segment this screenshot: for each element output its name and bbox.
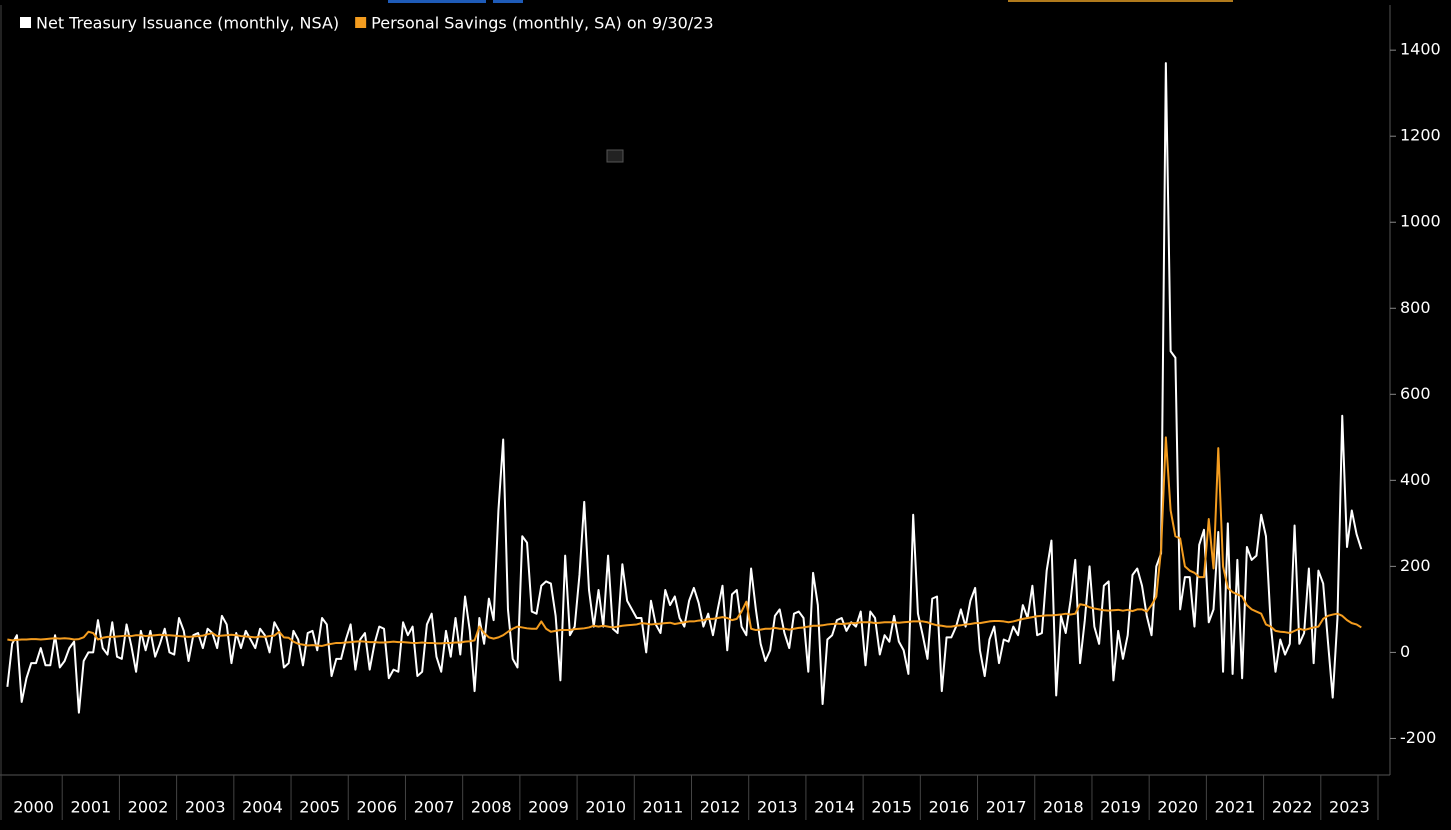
x-tick-label: 2010 (585, 798, 626, 817)
y-tick-label: 800 (1400, 298, 1431, 317)
x-tick-label: 2019 (1100, 798, 1141, 817)
x-tick-label: 2016 (929, 798, 970, 817)
chart-icon[interactable] (606, 149, 624, 163)
y-tick-label: 400 (1400, 470, 1431, 489)
series-line (6, 62, 1363, 714)
x-tick-label: 2012 (700, 798, 741, 817)
plot-area: -200 0 200 400 600 800 1000 1200 1400 2000 2001 200… (6, 40, 1441, 820)
x-tick-label: 2017 (986, 798, 1027, 817)
toolbar-tab (1008, 0, 1233, 2)
y-tick-label: 200 (1400, 556, 1431, 575)
toolbar-tab (493, 0, 523, 3)
x-tick-label: 2005 (299, 798, 340, 817)
x-tick-label: 2020 (1157, 798, 1198, 817)
x-tick-label: 2003 (185, 798, 226, 817)
x-tick-label: 2004 (242, 798, 283, 817)
x-tick-label: 2014 (814, 798, 855, 817)
legend-label: Net Treasury Issuance (monthly, NSA) (36, 14, 339, 33)
y-tick-label: 0 (1400, 642, 1410, 661)
legend-box (12, 7, 764, 41)
toolbar-tab (388, 0, 486, 3)
x-tick-label: 2015 (871, 798, 912, 817)
legend-label: Personal Savings (monthly, SA) on 9/30/2… (371, 14, 713, 33)
x-tick-label: 2021 (1215, 798, 1256, 817)
y-tick-label: 1200 (1400, 126, 1441, 145)
x-tick-label: 2008 (471, 798, 512, 817)
y-tick-label: 1000 (1400, 212, 1441, 231)
x-tick-label: 2022 (1272, 798, 1313, 817)
series-line (7, 436, 1362, 647)
x-tick-label: 2013 (757, 798, 798, 817)
x-tick-label: 2007 (414, 798, 455, 817)
x-tick-label: 2011 (643, 798, 684, 817)
y-tick-label: -200 (1400, 728, 1436, 747)
y-tick-label: 600 (1400, 384, 1431, 403)
legend: Net Treasury Issuance (monthly, NSA) Pers… (20, 14, 714, 33)
x-tick-label: 2023 (1329, 798, 1370, 817)
x-tick-label: 2018 (1043, 798, 1084, 817)
x-tick-label: 2001 (70, 798, 111, 817)
x-tick-label: 2002 (128, 798, 169, 817)
legend-swatch (355, 17, 367, 28)
x-tick-label: 2000 (13, 798, 54, 817)
legend-swatch (20, 17, 31, 28)
x-tick-label: 2009 (528, 798, 569, 817)
x-tick-label: 2006 (356, 798, 397, 817)
y-tick-label: 1400 (1400, 40, 1441, 59)
